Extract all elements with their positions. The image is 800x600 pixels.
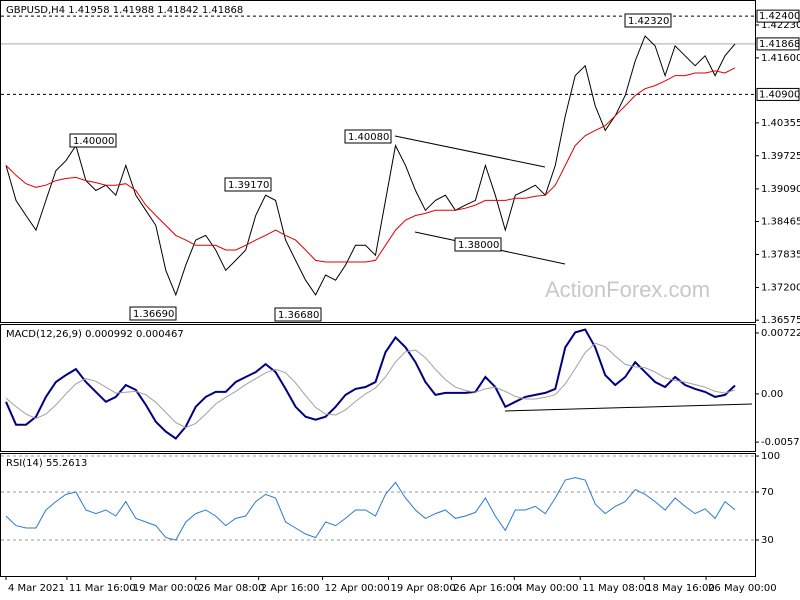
y-tick-label: 0.007227 [761, 328, 800, 339]
level-label: 1.41868 [759, 39, 800, 50]
series-line [5, 35, 736, 297]
rsi-title: RSI(14) 55.2613 [6, 458, 87, 469]
level-label-box [756, 87, 800, 101]
trendline [394, 135, 546, 168]
price-annotation: 1.36680 [278, 310, 319, 321]
y-tick-label: 1.38465 [761, 217, 800, 228]
level-label-box [756, 9, 800, 23]
series-line [5, 328, 736, 440]
y-tick-label: 100 [761, 451, 780, 462]
price-annotation: 1.42320 [628, 16, 669, 27]
x-tick-label: 4 May 00:00 [516, 583, 578, 594]
panel-frames [0, 0, 756, 577]
x-tick-label: 11 Mar 16:00 [69, 583, 136, 594]
level-label: 1.42400 [759, 11, 800, 22]
level-label: 1.40900 [759, 89, 800, 100]
y-tick-label: 30 [761, 535, 774, 546]
series-line [5, 477, 736, 541]
x-tick-label: 26 Apr 16:00 [453, 583, 518, 594]
price-annotation: 1.38000 [458, 240, 499, 251]
macd-title: MACD(12,26,9) 0.000992 0.000467 [6, 329, 184, 340]
price-frame [0, 0, 756, 323]
level-label-box [756, 37, 800, 51]
x-tick-label: 19 Mar 00:00 [133, 583, 200, 594]
trendline [504, 403, 753, 412]
y-tick-label: 70 [761, 487, 774, 498]
x-tick-label: 4 Mar 2021 [8, 583, 65, 594]
series-line [5, 342, 736, 429]
y-tick-label: 1.39725 [761, 151, 800, 162]
price-annotation: 1.36690 [133, 309, 174, 320]
x-tick-label: 2 Apr 16:00 [261, 583, 320, 594]
price-annotation: 1.40080 [348, 132, 389, 143]
y-tick-label: 1.42230 [761, 20, 800, 31]
rsi-frame [0, 453, 756, 577]
x-tick-label: 26 May 00:00 [708, 583, 777, 594]
y-tick-label: 1.41600 [761, 53, 800, 64]
price-annotation-box [344, 129, 392, 144]
y-tick-label: 0.00 [761, 389, 783, 400]
price-annotation-box [129, 306, 177, 321]
watermark: ActionForex.com [545, 277, 710, 302]
y-tick-label: 1.36575 [761, 315, 800, 326]
x-tick-label: 26 Mar 08:00 [198, 583, 265, 594]
price-annotation-box [454, 237, 502, 252]
y-tick-label: 1.37835 [761, 249, 800, 260]
price-annotation: 1.39170 [228, 180, 269, 191]
price-annotation-box [624, 13, 672, 28]
price-title: GBPUSD,H4 1.41958 1.41988 1.41842 1.4186… [6, 5, 243, 16]
x-tick-label: 19 Apr 08:00 [390, 583, 455, 594]
x-tick-label: 12 Apr 00:00 [325, 583, 390, 594]
price-annotation: 1.40000 [73, 136, 114, 147]
y-tick-label: -0.005714 [761, 437, 800, 448]
series-line [5, 67, 736, 263]
price-annotation-box [224, 177, 272, 192]
price-annotation-box [274, 307, 322, 322]
y-tick-label: 1.39090 [761, 184, 800, 195]
x-tick-label: 11 May 08:00 [582, 583, 651, 594]
x-tick-label: 18 May 16:00 [646, 583, 715, 594]
macd-frame [0, 324, 756, 452]
y-tick-label: 1.37200 [761, 283, 800, 294]
y-tick-label: 1.40355 [761, 118, 800, 129]
price-annotation-box [69, 133, 117, 148]
